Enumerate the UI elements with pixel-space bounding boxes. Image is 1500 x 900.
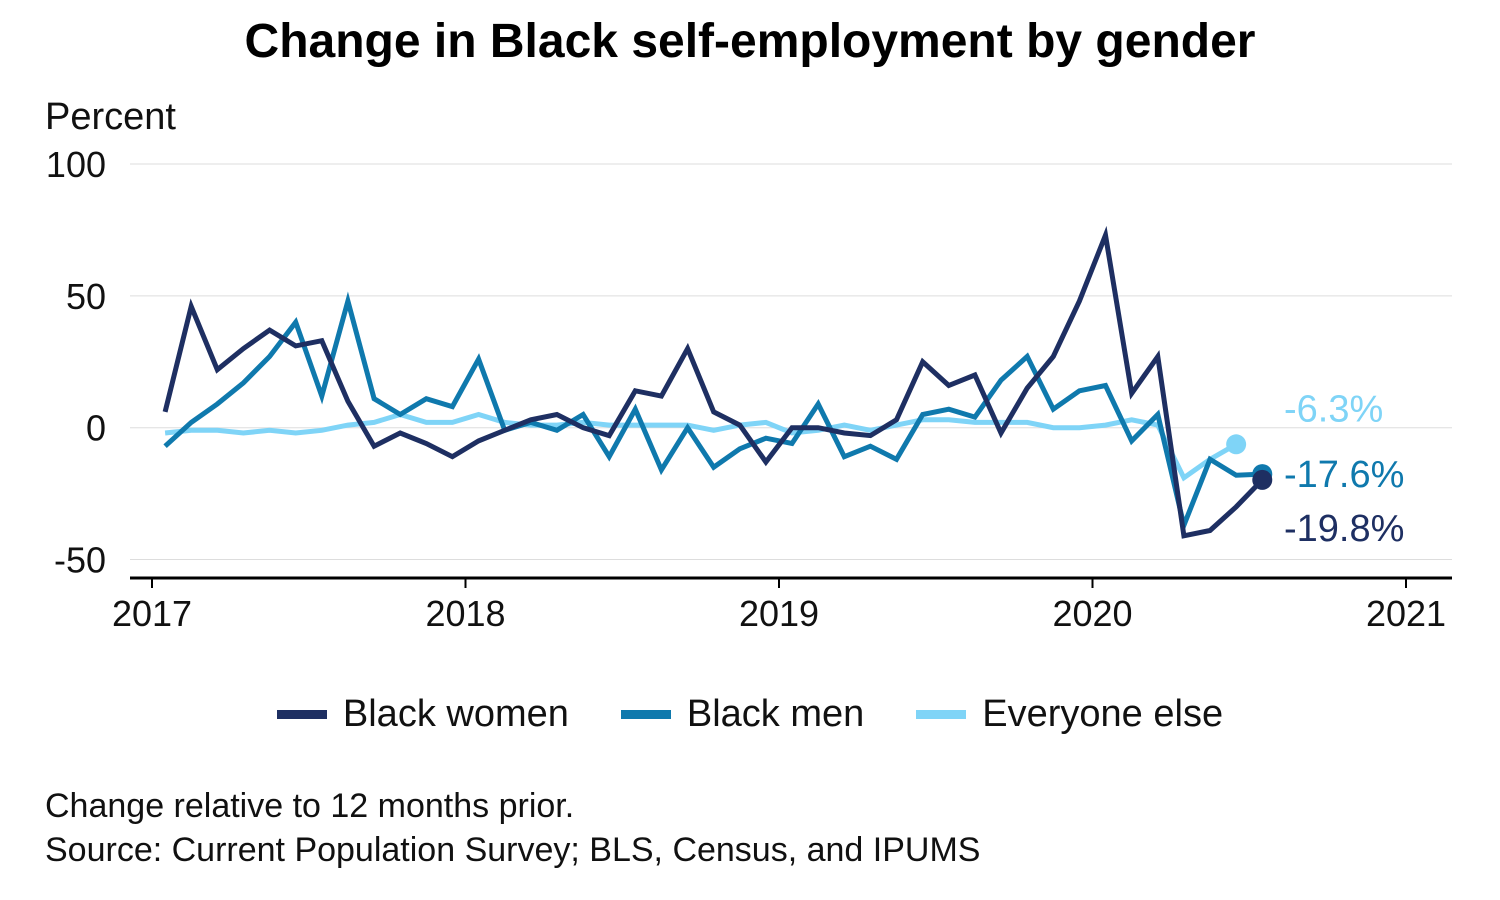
legend-label-black-men: Black men	[686, 693, 865, 735]
y-tick-label: 50	[66, 276, 106, 317]
x-tick-label: 2017	[112, 593, 192, 634]
end-labels: -6.3% -17.6% -19.8%	[1284, 388, 1404, 550]
x-tick-label: 2021	[1366, 593, 1446, 634]
end-label-everyone-else: -6.3%	[1284, 388, 1383, 430]
footer-source: Source: Current Population Survey; BLS, …	[45, 831, 981, 869]
footer-note: Change relative to 12 months prior.	[45, 787, 575, 825]
end-label-black-women: -19.8%	[1284, 508, 1404, 550]
x-tick-label: 2020	[1052, 593, 1132, 634]
y-axis-label: Percent	[45, 96, 176, 138]
legend-item-everyone-else[interactable]: Everyone else	[916, 693, 1223, 736]
footer-notes: Change relative to 12 months prior. Sour…	[45, 784, 980, 872]
legend-swatch-everyone-else	[916, 710, 967, 719]
legend-label-everyone-else: Everyone else	[982, 693, 1224, 735]
legend-swatch-black-men	[620, 710, 671, 719]
end-label-black-men: -17.6%	[1284, 454, 1404, 496]
legend-swatch-black-women	[276, 710, 327, 719]
y-tick-label: -50	[54, 540, 106, 581]
y-tick-label: 0	[86, 408, 106, 449]
series-line-black-men	[163, 291, 1263, 534]
chart-title: Change in Black self-employment by gende…	[244, 15, 1256, 68]
series-line-black-women	[162, 225, 1265, 539]
x-tick-label: 2019	[739, 593, 819, 634]
series-endpoint-everyone-else	[1226, 434, 1247, 455]
legend: Black women Black men Everyone else	[0, 693, 1500, 736]
series-lines	[162, 225, 1273, 539]
series-endpoint-black-women	[1252, 469, 1273, 490]
legend-item-black-men[interactable]: Black men	[620, 693, 865, 736]
legend-item-black-women[interactable]: Black women	[276, 693, 569, 736]
y-tick-label: 100	[46, 144, 106, 185]
x-tick-label: 2018	[425, 593, 505, 634]
legend-label-black-women: Black women	[342, 693, 569, 735]
series-line-everyone-else	[164, 411, 1238, 482]
